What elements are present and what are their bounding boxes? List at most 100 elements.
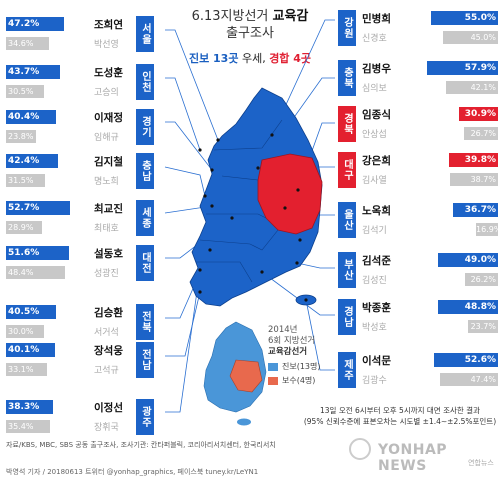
title-prefix: 6.13지방선거 bbox=[191, 9, 273, 24]
runner-bar: 48.4% bbox=[6, 266, 65, 279]
region-label: 전북 bbox=[136, 304, 154, 340]
runner-bar: 33.1% bbox=[6, 363, 47, 376]
survey-note: 13일 오전 6시부터 오후 5시까지 대면 조사한 결과 (95% 신뢰수준에… bbox=[300, 405, 500, 427]
runner-name: 김광수 bbox=[362, 376, 387, 386]
leader-bar: 30.9% bbox=[459, 107, 498, 121]
runner-bar: 23.7% bbox=[468, 320, 498, 333]
region-card-5: 51.6% 설동호 48.4% 성광진 대전 bbox=[6, 243, 166, 283]
leader-bar: 43.7% bbox=[6, 65, 60, 79]
leader-name: 김석준 bbox=[362, 255, 391, 267]
leader-bar: 38.3% bbox=[6, 400, 53, 414]
leader-bar: 39.8% bbox=[449, 153, 498, 167]
footer-credit: 박영석 기자 / 20180613 트위터 @yonhap_graphics, … bbox=[6, 468, 259, 476]
leader-name: 임종식 bbox=[362, 109, 391, 121]
region-card-right-7: 제주 이석문 김광수 52.6% 47.4% bbox=[338, 350, 498, 390]
leader-name: 이재정 bbox=[94, 112, 123, 124]
region-dots bbox=[198, 133, 308, 302]
region-label: 전남 bbox=[136, 342, 154, 378]
legend-progressive-label: 진보(13명) bbox=[282, 362, 321, 371]
leader-name: 이정선 bbox=[94, 402, 123, 414]
legend-conservative-label: 보수(4명) bbox=[282, 376, 316, 385]
leader-bar: 52.7% bbox=[6, 201, 70, 215]
runner-name: 심의보 bbox=[362, 84, 387, 94]
sources: 자료/KBS, MBC, SBS 공동 출구조사, 조사기관: 칸타퍼블릭, 코… bbox=[6, 441, 276, 449]
runner-name: 박성호 bbox=[362, 323, 387, 333]
runner-bar: 34.6% bbox=[6, 37, 49, 50]
leader-bar: 40.5% bbox=[6, 305, 56, 319]
leader-bar: 49.0% bbox=[438, 253, 498, 267]
note-line2: (95% 신뢰수준에 표본오차는 시도별 ±1.4∼±2.5%포인트) bbox=[303, 417, 497, 426]
region-label: 서울 bbox=[136, 16, 154, 52]
runner-name: 명노희 bbox=[94, 177, 119, 187]
inset-title-1: 2014년 bbox=[268, 325, 298, 335]
region-label: 부산 bbox=[338, 252, 356, 288]
leader-bar: 36.7% bbox=[453, 203, 498, 217]
runner-name: 안상섭 bbox=[362, 130, 387, 140]
runner-name: 최태호 bbox=[94, 224, 119, 234]
region-label: 인천 bbox=[136, 64, 154, 100]
leader-name: 민병희 bbox=[362, 13, 391, 25]
graphic-title: 6.13지방선거 교육감 출구조사 bbox=[170, 8, 330, 42]
runner-bar: 26.2% bbox=[465, 273, 498, 286]
runner-name: 고승의 bbox=[94, 88, 119, 98]
region-card-3: 42.4% 김지철 31.5% 명노희 충남 bbox=[6, 151, 166, 191]
region-label: 충북 bbox=[338, 60, 356, 96]
runner-name: 김성진 bbox=[362, 276, 387, 286]
inset-legend: 2014년 6회 지방선거 교육감선거 진보(13명) 보수(4명) bbox=[268, 325, 368, 386]
region-label: 세종 bbox=[136, 200, 154, 236]
leader-bar: 48.8% bbox=[438, 300, 498, 314]
graphic-subtitle: 진보 13곳 우세, 경합 4곳 bbox=[170, 50, 330, 66]
region-label: 경북 bbox=[338, 106, 356, 142]
runner-name: 서거석 bbox=[94, 328, 119, 338]
legend-conservative-swatch bbox=[268, 376, 278, 385]
leader-name: 김승환 bbox=[94, 307, 123, 319]
legend-progressive-swatch bbox=[268, 362, 278, 371]
runner-bar: 30.0% bbox=[6, 325, 44, 338]
region-label: 강원 bbox=[338, 10, 356, 46]
title-bold: 교육감 bbox=[272, 9, 309, 24]
leader-bar: 52.6% bbox=[434, 353, 498, 367]
runner-name: 김석기 bbox=[362, 226, 387, 236]
runner-bar: 35.4% bbox=[6, 420, 50, 433]
region-card-4: 52.7% 최교진 28.9% 최태호 세종 bbox=[6, 198, 166, 238]
region-card-right-3: 대구 강은희 김사열 39.8% 38.7% bbox=[338, 150, 498, 190]
runner-bar: 42.1% bbox=[446, 81, 498, 94]
runner-bar: 38.7% bbox=[450, 173, 498, 186]
region-label: 광주 bbox=[136, 399, 154, 435]
leader-name: 김병우 bbox=[362, 63, 391, 75]
leader-bar: 40.4% bbox=[6, 110, 56, 124]
gyeongbuk-shape bbox=[257, 153, 323, 235]
leader-name: 설동호 bbox=[94, 248, 123, 260]
yonhap-logo-icon bbox=[349, 438, 371, 460]
region-card-6: 40.5% 김승환 30.0% 서거석 전북 bbox=[6, 302, 166, 342]
region-label: 대전 bbox=[136, 245, 154, 281]
region-card-right-4: 울산 노옥희 김석기 36.7% 16.9% bbox=[338, 200, 500, 240]
title-line2: 출구조사 bbox=[226, 26, 274, 41]
region-label: 대구 bbox=[338, 152, 356, 188]
inset-title-3: 교육감선거 bbox=[268, 347, 308, 357]
leader-name: 조희연 bbox=[94, 19, 123, 31]
legend-progressive: 진보(13명) bbox=[268, 361, 368, 372]
region-card-2: 40.4% 이재정 23.8% 임해규 경기 bbox=[6, 107, 166, 147]
legend-conservative: 보수(4명) bbox=[268, 375, 368, 386]
region-card-right-6: 경남 박종훈 박성호 48.8% 23.7% bbox=[338, 297, 498, 337]
region-card-right-2: 경북 임종식 안상섭 30.9% 26.7% bbox=[338, 104, 498, 144]
runner-bar: 45.0% bbox=[443, 31, 498, 44]
region-card-right-1: 충북 김병우 심의보 57.9% 42.1% bbox=[338, 58, 498, 98]
region-label: 경기 bbox=[136, 109, 154, 145]
region-label: 울산 bbox=[338, 202, 356, 238]
leader-name: 도성훈 bbox=[94, 67, 123, 79]
leader-bar: 47.2% bbox=[6, 17, 64, 31]
leader-name: 김지철 bbox=[94, 156, 123, 168]
leader-bar: 40.1% bbox=[6, 343, 55, 357]
leader-name: 이석문 bbox=[362, 355, 391, 367]
region-card-0: 47.2% 조희연 34.6% 박선영 서울 bbox=[6, 14, 166, 54]
subtitle-contested: 경합 4곳 bbox=[269, 52, 312, 65]
leader-bar: 55.0% bbox=[431, 11, 498, 25]
region-card-right-0: 강원 민병희 신경호 55.0% 45.0% bbox=[338, 8, 498, 48]
runner-name: 성광진 bbox=[94, 269, 119, 279]
runner-bar: 30.5% bbox=[6, 85, 44, 98]
region-card-8: 38.3% 이정선 35.4% 장휘국 광주 bbox=[6, 397, 166, 437]
